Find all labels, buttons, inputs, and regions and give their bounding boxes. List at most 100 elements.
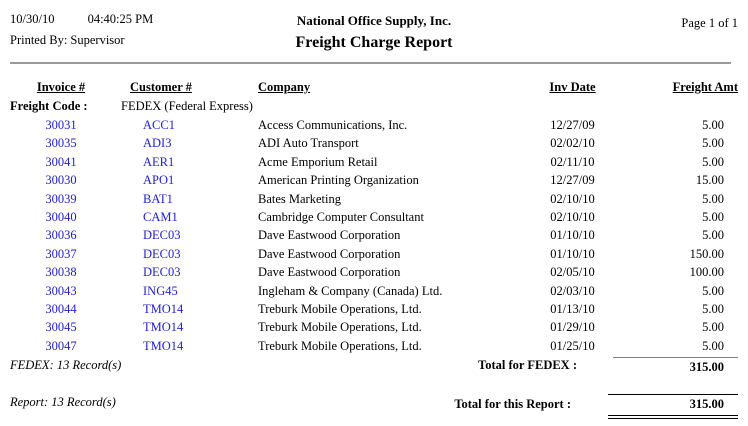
inv-date-cell: 12/27/09 <box>550 118 595 132</box>
customer-link[interactable]: DEC03 <box>143 246 181 261</box>
inv-date-cell: 02/10/10 <box>550 191 595 206</box>
customer-link[interactable]: TMO14 <box>143 320 184 335</box>
customer-link[interactable]: APO1 <box>143 173 175 188</box>
freight-amt-cell: 5.00 <box>702 191 724 206</box>
invoice-link[interactable]: 30040 <box>45 209 77 224</box>
column-header-freight-amt: Freight Amt <box>672 80 738 94</box>
inv-date-cell: 02/03/10 <box>550 283 595 298</box>
company-cell: Treburk Mobile Operations, Ltd. <box>258 338 422 353</box>
inv-date-cell: 01/29/10 <box>550 320 595 335</box>
table-row: 30047 TMO14 Treburk Mobile Operations, L… <box>0 337 748 355</box>
freight-amt-cell: 5.00 <box>702 154 724 169</box>
inv-date-cell: 01/13/10 <box>550 301 595 316</box>
customer-link[interactable]: ADI3 <box>143 136 172 151</box>
inv-date-cell: 01/10/10 <box>550 246 595 261</box>
freight-amt-cell: 5.00 <box>702 301 724 316</box>
table-row: 30037 DEC03 Dave Eastwood Corporation 01… <box>0 245 748 263</box>
report-time: 04:40:25 PM <box>87 12 154 26</box>
invoice-link[interactable]: 30043 <box>45 283 77 298</box>
report-total-label: Total for this Report : <box>454 397 571 412</box>
inv-date-cell: 02/11/10 <box>550 154 595 169</box>
freight-code-label: Freight Code : <box>10 99 88 113</box>
company-cell: Dave Eastwood Corporation <box>258 265 401 280</box>
customer-link[interactable]: ING45 <box>143 283 178 298</box>
page-indicator: Page 1 of 1 <box>681 16 738 30</box>
company-cell: Ingleham & Company (Canada) Ltd. <box>258 283 443 298</box>
report-total-amount: 315.00 <box>608 394 738 420</box>
inv-date-cell: 02/05/10 <box>550 265 595 280</box>
invoice-link[interactable]: 30031 <box>45 118 77 132</box>
freight-amt-cell: 5.00 <box>702 118 724 132</box>
print-dateline: 10/30/10 04:40:25 PM <box>10 12 153 27</box>
table-row: 30030 APO1 American Printing Organizatio… <box>0 171 748 189</box>
report-header: 10/30/10 04:40:25 PM Printed By: Supervi… <box>0 0 748 62</box>
freight-amt-cell: 5.00 <box>702 209 724 224</box>
column-header-invoice: Invoice # <box>36 80 86 94</box>
group-total-label: Total for FEDEX : <box>478 358 577 373</box>
freight-amt-cell: 100.00 <box>689 265 724 280</box>
table-row: 30041 AER1 Acme Emporium Retail 02/11/10… <box>0 153 748 171</box>
group-summary-row: FEDEX: 13 Record(s) Total for FEDEX : 31… <box>0 357 748 375</box>
company-cell: Bates Marketing <box>258 191 341 206</box>
invoice-link[interactable]: 30044 <box>45 301 77 316</box>
customer-link[interactable]: AER1 <box>143 154 175 169</box>
invoice-link[interactable]: 30035 <box>45 136 77 151</box>
inv-date-cell: 02/02/10 <box>550 136 595 151</box>
freight-amt-cell: 5.00 <box>702 136 724 151</box>
company-cell: Acme Emporium Retail <box>258 154 378 169</box>
header-left: 10/30/10 04:40:25 PM Printed By: Supervi… <box>10 12 153 48</box>
invoice-link[interactable]: 30039 <box>45 191 77 206</box>
invoice-link[interactable]: 30030 <box>45 173 77 188</box>
company-cell: Dave Eastwood Corporation <box>258 228 401 243</box>
column-header-row: Invoice # Customer # Company Inv Date Fr… <box>0 78 748 97</box>
column-header-customer: Customer # <box>130 80 192 94</box>
printed-by: Printed By: Supervisor <box>10 33 125 47</box>
invoice-link[interactable]: 30047 <box>45 338 77 353</box>
table-row: 30043 ING45 Ingleham & Company (Canada) … <box>0 282 748 300</box>
freight-code-value: FEDEX (Federal Express) <box>121 99 253 113</box>
customer-link[interactable]: TMO14 <box>143 338 184 353</box>
invoice-link[interactable]: 30041 <box>45 154 77 169</box>
header-center: National Office Supply, Inc. Freight Cha… <box>0 13 748 52</box>
company-name: National Office Supply, Inc. <box>296 13 452 28</box>
inv-date-cell: 01/10/10 <box>550 228 595 243</box>
customer-link[interactable]: DEC03 <box>143 265 181 280</box>
freight-code-group-row: Freight Code : FEDEX (Federal Express) <box>0 97 748 116</box>
inv-date-cell: 02/10/10 <box>550 209 595 224</box>
report-record-count: Report: 13 Record(s) <box>10 395 116 410</box>
invoice-link[interactable]: 30045 <box>45 320 77 335</box>
invoice-link[interactable]: 30036 <box>45 228 77 243</box>
invoice-link[interactable]: 30037 <box>45 246 77 261</box>
freight-amt-cell: 15.00 <box>695 173 724 188</box>
freight-amt-cell: 5.00 <box>702 338 724 353</box>
table-row: 30039 BAT1 Bates Marketing 02/10/10 5.00 <box>0 190 748 208</box>
column-header-inv-date: Inv Date <box>549 80 596 94</box>
customer-link[interactable]: DEC03 <box>143 228 181 243</box>
freight-amt-cell: 150.00 <box>689 246 724 261</box>
report-table-body: 30031 ACC1 Access Communications, Inc. 1… <box>0 116 748 355</box>
customer-link[interactable]: BAT1 <box>143 191 173 206</box>
table-row: 30038 DEC03 Dave Eastwood Corporation 02… <box>0 263 748 281</box>
table-row: 30031 ACC1 Access Communications, Inc. 1… <box>0 116 748 134</box>
page-title: Freight Charge Report <box>295 34 453 51</box>
company-cell: Dave Eastwood Corporation <box>258 246 401 261</box>
table-row: 30040 CAM1 Cambridge Computer Consultant… <box>0 208 748 226</box>
column-header-company: Company <box>258 80 311 94</box>
table-row: 30036 DEC03 Dave Eastwood Corporation 01… <box>0 226 748 244</box>
company-cell: American Printing Organization <box>258 173 419 188</box>
group-record-count: FEDEX: 13 Record(s) <box>10 358 122 373</box>
group-total-amount: 315.00 <box>613 357 738 375</box>
inv-date-cell: 12/27/09 <box>550 173 595 188</box>
table-row: 30035 ADI3 ADI Auto Transport 02/02/10 5… <box>0 134 748 152</box>
company-cell: Cambridge Computer Consultant <box>258 209 424 224</box>
table-row: 30045 TMO14 Treburk Mobile Operations, L… <box>0 318 748 336</box>
company-cell: Treburk Mobile Operations, Ltd. <box>258 320 422 335</box>
customer-link[interactable]: ACC1 <box>143 118 175 132</box>
report-date: 10/30/10 <box>10 12 55 26</box>
invoice-link[interactable]: 30038 <box>45 265 77 280</box>
freight-amt-cell: 5.00 <box>702 320 724 335</box>
customer-link[interactable]: CAM1 <box>143 209 178 224</box>
report-summary-row: Report: 13 Record(s) Total for this Repo… <box>0 394 748 420</box>
customer-link[interactable]: TMO14 <box>143 301 184 316</box>
